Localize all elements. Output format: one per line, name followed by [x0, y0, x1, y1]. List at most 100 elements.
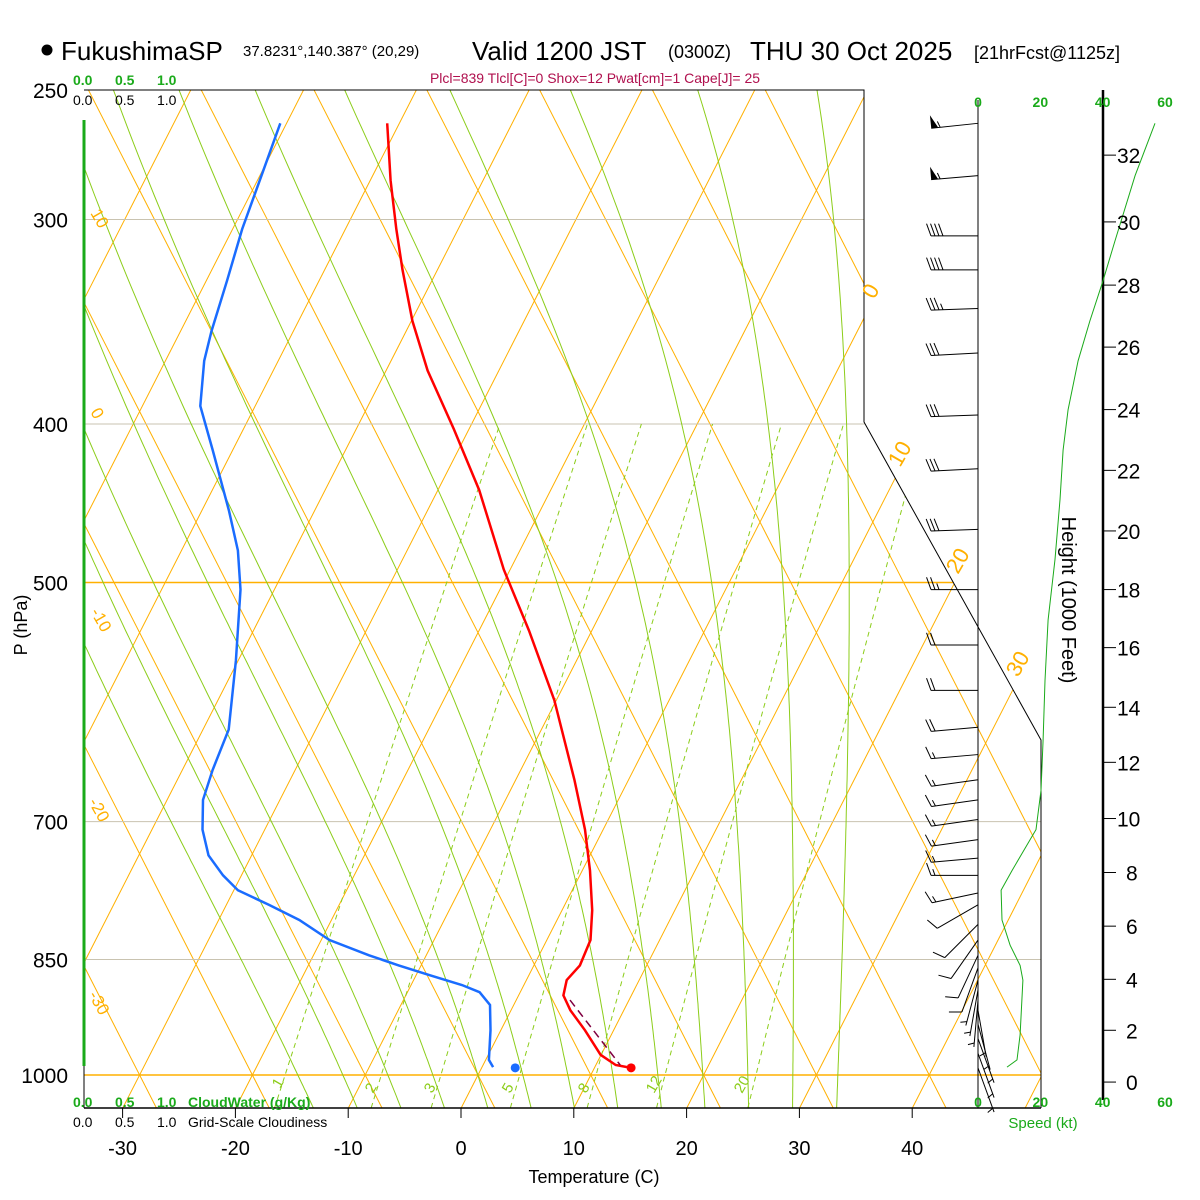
wind-barb-staff — [931, 754, 979, 760]
wind-barb-full — [924, 774, 932, 787]
valid-date: THU 30 Oct 2025 — [750, 36, 952, 66]
mixing-ratio-line — [745, 423, 926, 1108]
wind-barb — [964, 989, 979, 1037]
wind-barb-full — [925, 518, 932, 532]
speed-tick-label-top: 40 — [1095, 94, 1111, 110]
wind-barb — [925, 404, 979, 418]
moist-adiabat-line — [816, 90, 850, 1108]
cloudiness-tick-label-bottom: 1.0 — [157, 1114, 177, 1130]
mixing-ratio-label: 2 — [362, 1080, 381, 1096]
height-tick-label: 8 — [1126, 862, 1138, 885]
isotherm-line — [460, 90, 997, 1108]
wind-barb-half — [940, 303, 944, 310]
wind-barb-full — [938, 974, 952, 980]
mixing-ratio-line — [368, 423, 588, 1108]
wind-barb-full — [929, 719, 936, 732]
wind-barb-full — [927, 919, 938, 929]
mixing-ratio-label: 1 — [269, 1075, 288, 1091]
mixing-ratio-line — [271, 423, 501, 1108]
height-tick-label: 22 — [1117, 460, 1140, 483]
wind-barb-staff — [977, 1067, 995, 1113]
wind-barb-full — [934, 257, 940, 270]
wind-barb-full — [945, 996, 959, 999]
wind-barb — [924, 814, 979, 827]
temperature-tick-label: 20 — [675, 1138, 697, 1160]
speed-tick-label-top: 20 — [1033, 94, 1049, 110]
wind-barb-half — [936, 172, 941, 180]
mixing-ratio-label: 20 — [731, 1073, 754, 1096]
plot-boundary — [84, 89, 1042, 1108]
isotherm-line — [84, 90, 207, 1108]
dry-adiabat-line — [862, 90, 1041, 1108]
wind-barb-staff — [937, 904, 979, 929]
temperature-tick-label: -10 — [334, 1138, 363, 1160]
height-tick-label: 16 — [1117, 638, 1140, 661]
wind-barb-full — [930, 223, 936, 237]
wind-barb-staff — [931, 819, 979, 827]
moist-adiabat-line — [569, 90, 750, 1108]
wind-barb-full — [933, 404, 940, 417]
isotherm-label-right: 30 — [1001, 647, 1035, 681]
wind-barb — [926, 223, 978, 237]
surface-dewpoint-marker — [510, 1063, 520, 1073]
wind-barb — [924, 794, 979, 807]
height-tick-label: 20 — [1117, 521, 1140, 544]
pressure-axis-title: P (hPa) — [11, 595, 31, 656]
height-tick-label: 10 — [1117, 809, 1140, 832]
wind-barb-full — [926, 257, 932, 270]
temperature-tick-label: -20 — [221, 1138, 250, 1160]
cloudiness-tick-label-top: 1.0 — [157, 92, 177, 108]
wind-barb-half — [967, 1042, 975, 1046]
wind-barb — [926, 862, 978, 876]
speed-tick-label-bottom: 0 — [974, 1094, 982, 1110]
isotherm-line — [84, 90, 320, 1108]
cloudwater-tick-label-bottom: 0.0 — [73, 1094, 93, 1110]
height-tick-label: 14 — [1117, 697, 1141, 720]
mixing-ratio-label: 5 — [499, 1080, 518, 1096]
height-tick-label: 26 — [1117, 337, 1140, 360]
wind-barb-full — [929, 404, 936, 417]
wind-barb-half — [931, 779, 936, 786]
height-tick-label: 0 — [1126, 1072, 1138, 1095]
wind-barb — [926, 678, 978, 691]
wind-barb-full — [925, 343, 932, 356]
wind-barb-full — [926, 862, 932, 876]
cloudiness-tick-label-top: 0.5 — [115, 92, 135, 108]
wind-barbs — [924, 115, 995, 1113]
wind-barb-staff — [931, 122, 979, 129]
wind-barb — [938, 939, 979, 980]
wind-barb-full — [926, 577, 932, 590]
utc-time: (0300Z) — [668, 42, 731, 62]
wind-barb-full — [933, 518, 940, 531]
wind-barb-half — [964, 1031, 971, 1034]
temperature-tick-label: -30 — [108, 1138, 137, 1160]
moist-adiabat-line — [254, 90, 620, 1108]
wind-barb — [925, 297, 979, 311]
wind-barb — [924, 774, 979, 787]
moist-adiabat-line — [178, 90, 577, 1108]
dry-adiabat-line — [185, 90, 721, 1108]
wind-barb — [925, 719, 979, 732]
isotherm-line — [573, 90, 1041, 1108]
speed-tick-label-bottom: 40 — [1095, 1094, 1111, 1110]
parcel-profile-line — [569, 999, 621, 1066]
wind-barb-staff — [931, 726, 979, 732]
dry-adiabat-line — [84, 90, 496, 1108]
dewpoint-profile-line — [199, 122, 495, 1068]
wind-barb-half — [932, 896, 937, 903]
isotherm-label-left: 0 — [87, 405, 108, 423]
temperature-axis-title: Temperature (C) — [528, 1167, 659, 1187]
wind-barb — [945, 955, 979, 999]
cloudwater-tick-label-top: 0.0 — [73, 72, 93, 88]
moist-adiabat-line — [449, 90, 706, 1108]
wind-barb — [924, 891, 979, 904]
wind-barb — [948, 967, 979, 1013]
cloudiness-tick-label-bottom: 0.0 — [73, 1114, 93, 1130]
wind-barb-full — [929, 518, 936, 532]
isotherm-line — [235, 90, 771, 1108]
dry-adiabat-line — [411, 90, 947, 1108]
wind-barb-staff — [931, 857, 979, 863]
wind-barb — [930, 166, 979, 181]
moist-adiabat-line — [84, 90, 318, 1108]
wind-barb — [925, 342, 979, 356]
